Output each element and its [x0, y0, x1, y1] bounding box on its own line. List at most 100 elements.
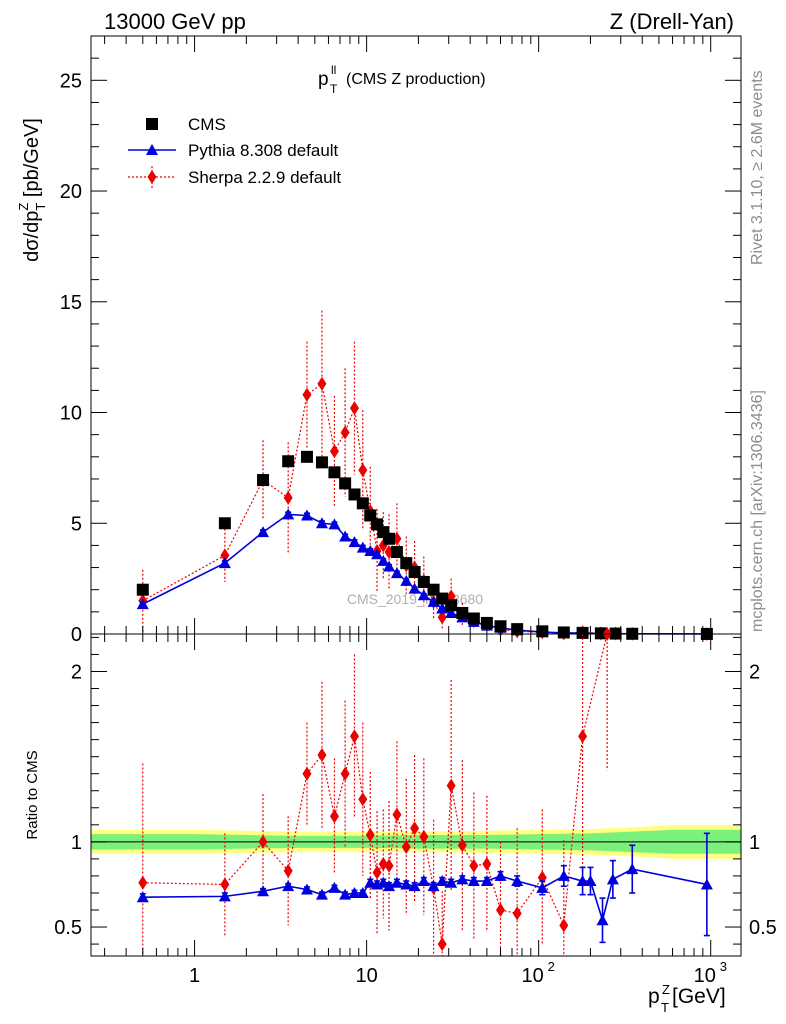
legend-pythia-marker — [146, 144, 158, 155]
pythia-ratio-point — [417, 875, 430, 887]
sherpa-ratio-point — [329, 809, 339, 824]
pythia-point — [315, 517, 328, 529]
pythia-ratio-point — [408, 880, 421, 892]
pythia-ratio-point — [400, 878, 413, 890]
ratio-frame — [90, 633, 742, 957]
sherpa-point — [329, 444, 339, 459]
pythia-ratio-point — [364, 876, 377, 888]
plot-title-text: (CMS Z production) — [346, 71, 486, 88]
cms-point — [257, 474, 270, 487]
cms-point — [356, 497, 369, 510]
y-tick-label: 0 — [71, 624, 82, 646]
y-tick-label: 1 — [71, 832, 82, 854]
header-right: Z (Drell-Yan) — [610, 9, 734, 34]
pythia-point — [408, 582, 421, 594]
ratio-series-layer — [136, 627, 713, 956]
sherpa-point — [358, 463, 368, 478]
cms-point — [390, 546, 403, 559]
pythia-point — [371, 548, 384, 560]
sherpa-point — [340, 425, 350, 440]
mcplots-label: mcplots.cern.ch [arXiv:1306.3436] — [749, 390, 766, 632]
x-tick-label: 10 — [355, 965, 377, 987]
x-tick-exponent: 3 — [720, 959, 727, 974]
pythia-point — [300, 509, 313, 521]
cms-point — [480, 616, 493, 629]
sherpa-ratio-point — [495, 903, 505, 917]
pythia-point — [364, 544, 377, 556]
pythia-ratio-point — [467, 875, 480, 887]
x-tick-label: 10 — [694, 965, 716, 987]
pythia-ratio-point — [557, 869, 570, 881]
pythia-ratio-point — [494, 869, 507, 881]
y-tick-label-right: 2 — [749, 661, 760, 683]
main-axes: 0 5 10 15 20 25 — [60, 36, 741, 646]
sherpa-ratio-point — [512, 906, 522, 921]
pythia-point — [356, 541, 369, 553]
pythia-point — [339, 530, 352, 542]
pythia-ratio-point — [427, 880, 440, 892]
legend-sherpa-marker — [147, 170, 157, 184]
pythia-ratio-point — [390, 876, 403, 888]
x-axis-label: p T Z [GeV] — [648, 982, 726, 1015]
pythia-ratio-point — [536, 881, 549, 893]
sherpa-ratio-point — [365, 828, 375, 843]
sherpa-ratio-point — [138, 875, 148, 890]
ratio-band-layer — [91, 824, 741, 859]
plot-title-var: p — [318, 69, 329, 90]
pythia-ratio-point — [626, 863, 639, 875]
cms-point — [300, 450, 313, 463]
pythia-ratio-point — [339, 888, 352, 900]
sherpa-point — [302, 387, 312, 402]
y-tick-label: 5 — [71, 513, 82, 535]
pythia-point — [417, 589, 430, 601]
plot-title: p T ll (CMS Z production) — [318, 63, 486, 96]
sherpa-ratio-point — [401, 839, 411, 854]
svg-text:Z: Z — [662, 982, 670, 997]
header-left: 13000 GeV pp — [104, 9, 246, 34]
pythia-ratio-point — [257, 885, 270, 897]
sherpa-point — [349, 401, 359, 416]
y-tick-label: 0.5 — [54, 917, 82, 939]
y-tick-label: 2 — [71, 661, 82, 683]
legend-label: Pythia 8.308 default — [188, 141, 339, 160]
pythia-ratio-point — [348, 886, 361, 898]
y-tick-label: 15 — [60, 292, 82, 314]
ratio-axes: 1 10 10 2 10 3 0.5 0.5 1 1 2 2 — [54, 634, 777, 987]
ratio-panel: 1 10 10 2 10 3 0.5 0.5 1 1 2 2 Ratio to CMS p T Z [… — [24, 627, 777, 1015]
pythia-point — [136, 598, 149, 610]
pythia-ratio-point — [606, 873, 619, 885]
pythia-point — [445, 606, 458, 618]
cms-point — [282, 455, 295, 468]
cms-point — [536, 625, 549, 638]
sherpa-ratio-point — [317, 747, 327, 762]
pythia-point — [383, 560, 396, 572]
sherpa-ratio-point — [283, 863, 293, 878]
pythia-ratio-point — [436, 875, 449, 887]
pythia-ratio-point — [377, 876, 390, 888]
pythia-ratio-point — [456, 873, 469, 885]
pythia-ratio-point — [383, 880, 396, 892]
pythia-ratio-point — [282, 880, 295, 892]
pythia-ratio-point — [300, 883, 313, 895]
x-tick-label: 1 — [189, 965, 200, 987]
svg-text:[GeV]: [GeV] — [672, 985, 726, 1008]
sherpa-ratio-point — [302, 766, 312, 781]
y-tick-label: 20 — [60, 181, 82, 203]
sherpa-ratio-point — [410, 821, 420, 836]
plot-title-sub: T — [330, 82, 338, 96]
sherpa-point — [437, 610, 447, 625]
pythia-point — [377, 554, 390, 566]
pythia-point — [390, 567, 403, 579]
svg-text:p: p — [648, 985, 660, 1008]
sherpa-ratio-point — [378, 857, 388, 871]
main-series-layer — [136, 310, 713, 641]
pythia-ratio-point — [218, 890, 231, 902]
pythia-point — [282, 508, 295, 520]
sherpa-ratio-point — [469, 858, 479, 873]
pythia-ratio-point — [700, 878, 713, 890]
sherpa-ratio-point — [578, 729, 588, 744]
pythia-ratio-point — [480, 875, 493, 887]
legend-label: CMS — [188, 115, 226, 134]
